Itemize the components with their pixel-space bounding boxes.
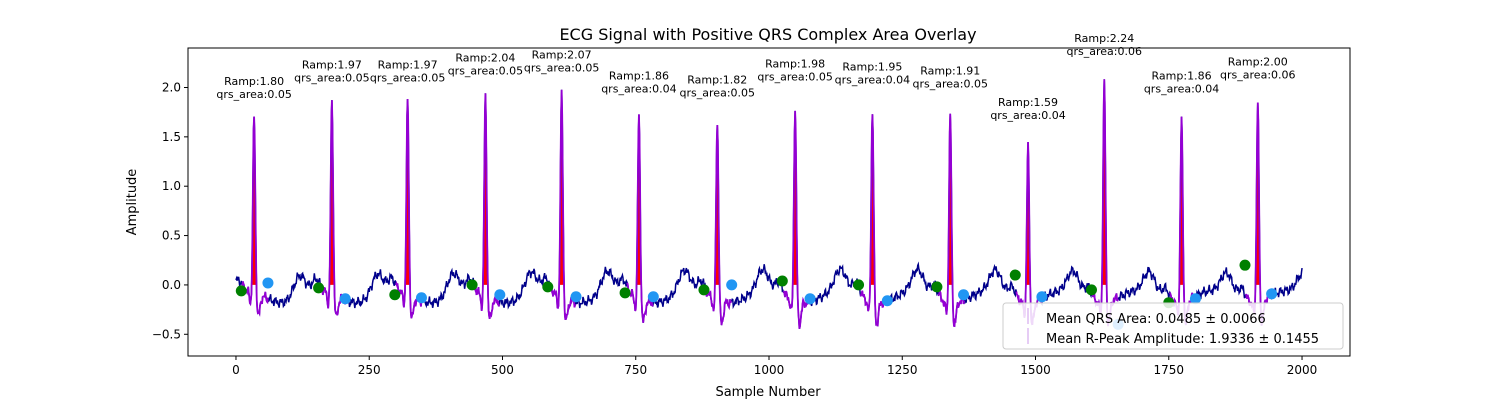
s-point-marker bbox=[494, 289, 506, 301]
qrs-area-label: qrs_area:0.05 bbox=[757, 70, 832, 83]
s-point-marker bbox=[1036, 291, 1048, 303]
r-peak-amplitude-label: Ramp:2.07 bbox=[532, 49, 592, 62]
q-point-marker bbox=[235, 285, 247, 297]
q-point-marker bbox=[313, 282, 325, 294]
qrs-area-label: qrs_area:0.06 bbox=[1220, 68, 1295, 81]
qrs-segment-line bbox=[472, 93, 501, 320]
x-tick-label: 1250 bbox=[887, 363, 918, 377]
r-peak-amplitude-label: Ramp:2.04 bbox=[455, 52, 515, 65]
y-tick-label: −0.5 bbox=[152, 327, 181, 341]
r-peak-amplitude-label: Ramp:2.00 bbox=[1228, 55, 1288, 68]
q-point-marker bbox=[542, 281, 554, 293]
s-point-marker bbox=[339, 293, 351, 305]
x-tick-label: 500 bbox=[491, 363, 514, 377]
qrs-segment-line bbox=[626, 114, 654, 323]
s-point-marker bbox=[881, 295, 893, 307]
y-tick-label: 1.0 bbox=[162, 179, 181, 193]
s-point-marker bbox=[1266, 288, 1278, 300]
s-point-marker bbox=[726, 279, 738, 291]
r-peak-amplitude-label: Ramp:1.82 bbox=[687, 73, 747, 86]
r-peak-amplitude-label: Ramp:1.91 bbox=[920, 64, 980, 77]
qrs-area-label: qrs_area:0.05 bbox=[524, 62, 599, 75]
x-tick-label: 1750 bbox=[1153, 363, 1184, 377]
q-point-marker bbox=[1239, 259, 1251, 271]
q-point-marker bbox=[853, 279, 865, 291]
q-point-marker bbox=[698, 284, 710, 296]
qrs-area-label: qrs_area:0.06 bbox=[1067, 45, 1142, 58]
x-tick-label: 0 bbox=[232, 363, 240, 377]
qrs-segment-line bbox=[937, 113, 965, 328]
qrs-area-label: qrs_area:0.04 bbox=[990, 109, 1065, 122]
legend: Mean QRS Area: 0.0485 ± 0.0066 Mean R-Pea… bbox=[1002, 302, 1344, 350]
legend-entry-label: Mean QRS Area: 0.0485 ± 0.0066 bbox=[1046, 312, 1266, 327]
x-tick-label: 750 bbox=[624, 363, 647, 377]
axes: 0 250 500 750 1000 1250 1500 1750 2000 −0.5 0.0 0.5… bbox=[152, 47, 1351, 377]
r-peak-amplitude-label: Ramp:1.95 bbox=[842, 60, 902, 73]
q-point-marker bbox=[466, 279, 478, 291]
r-peak-amplitude-label: Ramp:1.98 bbox=[765, 57, 825, 70]
qrs-segment-line bbox=[1091, 79, 1119, 327]
s-point-marker bbox=[647, 291, 659, 303]
qrs-area-label: qrs_area:0.05 bbox=[680, 86, 755, 99]
chart-title: ECG Signal with Positive QRS Complex Are… bbox=[559, 25, 976, 44]
qrs-segment-line bbox=[782, 110, 810, 329]
r-peak-amplitude-label: Ramp:1.59 bbox=[998, 96, 1058, 109]
qrs-area-label: qrs_area:0.04 bbox=[601, 82, 676, 95]
r-peak-amplitude-label: Ramp:1.97 bbox=[378, 58, 438, 71]
y-tick-label: 0.0 bbox=[162, 278, 181, 292]
s-point-marker bbox=[958, 289, 970, 301]
s-point-marker bbox=[1189, 293, 1201, 305]
y-tick-label: 0.5 bbox=[162, 229, 181, 243]
y-tick-label: 1.5 bbox=[162, 130, 181, 144]
s-point-marker bbox=[804, 293, 816, 305]
qrs-area-label: qrs_area:0.05 bbox=[294, 71, 369, 84]
q-point-marker bbox=[931, 281, 943, 293]
q-point-marker bbox=[1085, 284, 1097, 296]
r-peak-amplitude-label: Ramp:1.86 bbox=[609, 69, 669, 82]
legend-entry-label: Mean R-Peak Amplitude: 1.9336 ± 0.1455 bbox=[1046, 332, 1319, 347]
x-tick-label: 1500 bbox=[1020, 363, 1051, 377]
qrs-area-label: qrs_area:0.05 bbox=[216, 88, 291, 101]
r-peak-amplitude-label: Ramp:1.97 bbox=[302, 58, 362, 71]
peak-annotations: Ramp:1.80qrs_area:0.05Ramp:1.97qrs_area:… bbox=[216, 32, 1295, 122]
x-tick-label: 2000 bbox=[1287, 363, 1318, 377]
r-peak-amplitude-label: Ramp:1.86 bbox=[1152, 69, 1212, 82]
y-axis-label: Amplitude bbox=[125, 169, 140, 236]
q-point-marker bbox=[1009, 269, 1021, 281]
x-axis-label: Sample Number bbox=[715, 385, 821, 400]
q-point-marker bbox=[619, 287, 631, 299]
x-tick-label: 1000 bbox=[754, 363, 785, 377]
legend-box bbox=[1002, 302, 1344, 350]
r-peak-amplitude-label: Ramp:2.24 bbox=[1074, 32, 1134, 45]
qrs-area-label: qrs_area:0.05 bbox=[912, 77, 987, 90]
s-point-marker bbox=[262, 277, 274, 289]
r-peak-amplitude-label: Ramp:1.80 bbox=[224, 75, 284, 88]
s-point-marker bbox=[570, 291, 582, 303]
s-point-marker bbox=[415, 292, 427, 304]
qrs-area-label: qrs_area:0.04 bbox=[1144, 82, 1219, 95]
x-tick-label: 250 bbox=[358, 363, 381, 377]
q-point-marker bbox=[389, 289, 401, 301]
plot-area bbox=[235, 79, 1303, 330]
qrs-segment-line bbox=[859, 114, 888, 327]
qrs-area-label: qrs_area:0.05 bbox=[448, 65, 523, 78]
qrs-area-label: qrs_area:0.05 bbox=[370, 71, 445, 84]
q-point-marker bbox=[776, 275, 788, 287]
qrs-area-label: qrs_area:0.04 bbox=[835, 73, 910, 86]
qrs-segment-line bbox=[704, 125, 733, 326]
y-tick-label: 2.0 bbox=[162, 80, 181, 94]
